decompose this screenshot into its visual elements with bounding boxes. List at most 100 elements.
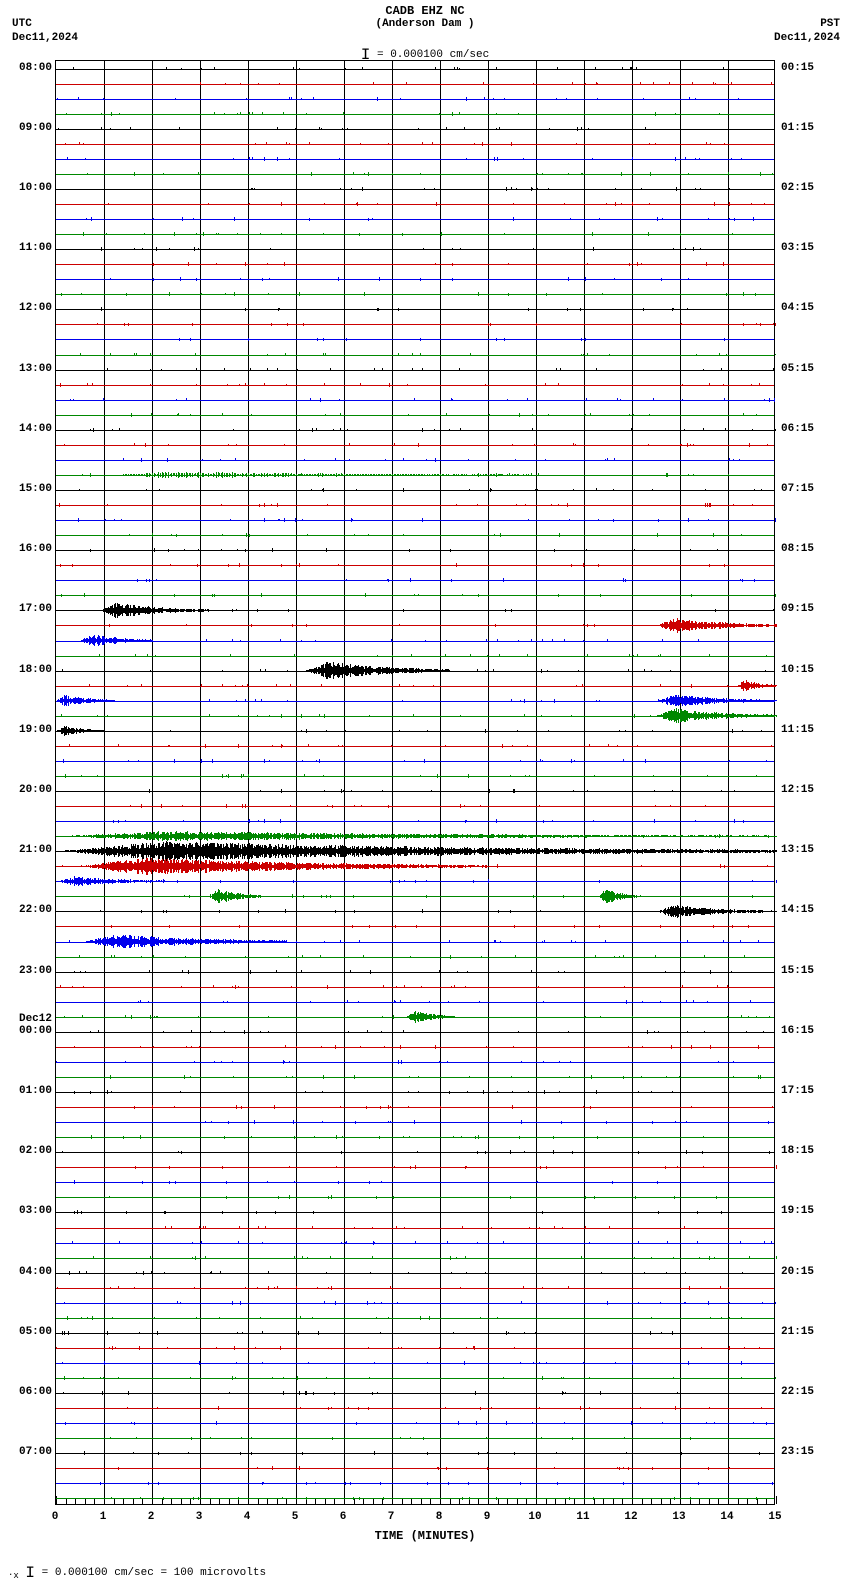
seismic-trace <box>56 1498 774 1500</box>
seismic-trace <box>56 69 774 71</box>
utc-hour-label: 01:00 <box>2 1085 52 1097</box>
seismic-trace <box>56 1408 774 1410</box>
seismic-trace <box>56 987 774 989</box>
seismic-trace <box>56 1228 774 1230</box>
seismic-trace <box>56 1062 774 1064</box>
seismic-trace <box>56 324 774 326</box>
x-tick-label: 9 <box>472 1511 502 1523</box>
x-tick-label: 1 <box>88 1511 118 1523</box>
x-tick-label: 14 <box>712 1511 742 1523</box>
seismic-trace <box>56 806 774 808</box>
pst-hour-label: 14:15 <box>781 904 841 916</box>
right-date-label: Dec11,2024 <box>774 32 840 44</box>
seismic-trace <box>56 445 774 447</box>
utc-hour-label: 00:00 <box>2 1025 52 1037</box>
pst-hour-label: 08:15 <box>781 543 841 555</box>
seismic-trace <box>56 1152 774 1154</box>
pst-hour-label: 12:15 <box>781 784 841 796</box>
seismic-trace <box>56 1483 774 1485</box>
x-axis-title: TIME (MINUTES) <box>0 1529 850 1543</box>
utc-hour-label: 19:00 <box>2 724 52 736</box>
seismic-trace <box>56 355 774 357</box>
pst-hour-label: 19:15 <box>781 1205 841 1217</box>
seismic-trace <box>56 1288 774 1290</box>
seismic-trace <box>56 385 774 387</box>
seismic-trace <box>56 565 774 567</box>
seismic-trace <box>56 1333 774 1335</box>
station-code: CADB EHZ NC <box>0 4 850 18</box>
seismic-trace <box>56 309 774 311</box>
utc-hour-label: 04:00 <box>2 1266 52 1278</box>
seismograph-helicorder: CADB EHZ NC (Anderson Dam ) UTC Dec11,20… <box>0 0 850 1584</box>
x-tick-label: 13 <box>664 1511 694 1523</box>
seismic-trace <box>56 520 774 522</box>
x-tick-label: 3 <box>184 1511 214 1523</box>
seismic-trace <box>56 144 774 146</box>
utc-hour-label: 17:00 <box>2 603 52 615</box>
seismic-trace <box>56 279 774 281</box>
seismic-trace <box>56 1393 774 1395</box>
seismic-trace <box>56 1303 774 1305</box>
utc-hour-label: 06:00 <box>2 1386 52 1398</box>
seismic-trace <box>56 234 774 236</box>
utc-hour-label: 12:00 <box>2 302 52 314</box>
utc-hour-label: 03:00 <box>2 1205 52 1217</box>
pst-hour-label: 21:15 <box>781 1326 841 1338</box>
pst-hour-label: 22:15 <box>781 1386 841 1398</box>
utc-hour-label: 18:00 <box>2 664 52 676</box>
left-timezone-label: UTC <box>12 18 32 30</box>
seismic-trace <box>56 294 774 296</box>
seismic-trace <box>56 1423 774 1425</box>
seismic-trace <box>56 972 774 974</box>
seismic-trace <box>56 1318 774 1320</box>
x-tick-label: 10 <box>520 1511 550 1523</box>
pst-hour-label: 06:15 <box>781 423 841 435</box>
footer-scale: .x I = 0.000100 cm/sec = 100 microvolts <box>8 1562 266 1581</box>
seismic-trace <box>56 204 774 206</box>
seismic-trace <box>56 1363 774 1365</box>
seismic-trace <box>56 1197 774 1199</box>
seismic-trace <box>56 1107 774 1109</box>
x-tick-label: 4 <box>232 1511 262 1523</box>
x-tick-label: 8 <box>424 1511 454 1523</box>
utc-hour-label: 22:00 <box>2 904 52 916</box>
pst-hour-label: 13:15 <box>781 844 841 856</box>
seismic-trace <box>56 129 774 131</box>
pst-hour-label: 09:15 <box>781 603 841 615</box>
seismic-trace <box>56 415 774 417</box>
seismic-trace <box>56 219 774 221</box>
utc-hour-label: 23:00 <box>2 965 52 977</box>
pst-hour-label: 15:15 <box>781 965 841 977</box>
pst-hour-label: 17:15 <box>781 1085 841 1097</box>
header: CADB EHZ NC (Anderson Dam ) <box>0 4 850 30</box>
helicorder-plot <box>55 60 775 1505</box>
left-date-label: Dec11,2024 <box>12 32 78 44</box>
seismic-trace <box>56 460 774 462</box>
x-tick-label: 12 <box>616 1511 646 1523</box>
x-tick-label: 2 <box>136 1511 166 1523</box>
pst-hour-label: 02:15 <box>781 182 841 194</box>
utc-hour-label: 10:00 <box>2 182 52 194</box>
seismic-trace <box>56 791 774 793</box>
seismic-trace <box>56 1182 774 1184</box>
seismic-trace <box>56 1002 774 1004</box>
pst-hour-label: 20:15 <box>781 1266 841 1278</box>
x-tick-label: 0 <box>40 1511 70 1523</box>
x-tick-label: 7 <box>376 1511 406 1523</box>
seismic-trace <box>56 1137 774 1139</box>
utc-hour-label: 02:00 <box>2 1145 52 1157</box>
seismic-trace <box>56 1122 774 1124</box>
seismic-trace <box>56 926 774 928</box>
seismic-trace <box>56 1378 774 1380</box>
utc-hour-label: 07:00 <box>2 1446 52 1458</box>
seismic-trace <box>56 430 774 432</box>
utc-hour-label: 11:00 <box>2 242 52 254</box>
pst-hour-label: 04:15 <box>781 302 841 314</box>
seismic-trace <box>56 114 774 116</box>
seismic-trace <box>56 746 774 748</box>
seismic-trace <box>56 249 774 251</box>
seismic-trace <box>56 490 774 492</box>
seismic-trace <box>56 595 774 597</box>
utc-hour-label: 08:00 <box>2 62 52 74</box>
seismic-trace <box>56 550 774 552</box>
